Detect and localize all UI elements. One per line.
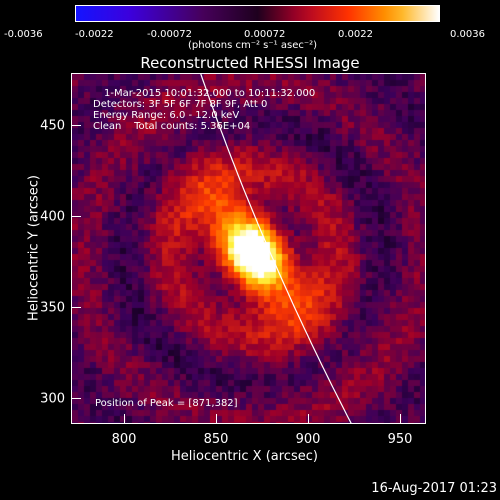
time-range-label: 1-Mar-2015 10:01:32.000 to 10:11:32.000 <box>104 88 316 99</box>
peak-position-label: Position of Peak = [871,382] <box>95 398 238 409</box>
y-tick-label: 350 <box>40 300 65 316</box>
x-tick-label: 850 <box>203 432 229 447</box>
plot-title: Reconstructed RHESSI Image <box>140 54 360 72</box>
colorbar <box>75 5 440 22</box>
y-tick-mark <box>72 307 81 308</box>
colorbar-units: (photons cm⁻² s⁻¹ asec⁻²) <box>188 40 318 51</box>
y-tick-mark <box>72 216 81 217</box>
x-tick-mark <box>308 414 309 423</box>
colorbar-tick-label: -0.00072 <box>147 29 192 40</box>
y-tick-label: 400 <box>40 209 65 225</box>
x-tick-label: 950 <box>387 432 413 447</box>
x-tick-label: 800 <box>111 432 137 447</box>
y-axis-label: Heliocentric Y (arcsec) <box>26 175 42 321</box>
colorbar-tick-label: -0.0022 <box>75 29 114 40</box>
clean-counts-label: Clean Total counts: 5.36E+04 <box>93 121 251 132</box>
colorbar-tick-label: -0.0036 <box>4 29 43 40</box>
y-tick-label: 450 <box>40 118 65 134</box>
image-plot <box>71 73 426 424</box>
colorbar-tick-label: 0.0036 <box>450 29 485 40</box>
y-tick-label: 300 <box>40 391 65 407</box>
colorbar-tick-label: 0.0022 <box>338 29 373 40</box>
timestamp: 16-Aug-2017 01:23 <box>371 481 497 496</box>
flux-heatmap <box>72 74 425 423</box>
detectors-label: Detectors: 3F 5F 6F 7F 8F 9F, Att 0 <box>93 99 268 110</box>
solar-limb-curve <box>200 74 352 423</box>
colorbar-tick-label: 0.00072 <box>244 29 286 40</box>
solar-limb-line <box>200 74 352 423</box>
x-axis-label: Heliocentric X (arcsec) <box>171 449 318 464</box>
y-tick-mark <box>72 125 81 126</box>
x-tick-mark <box>124 414 125 423</box>
x-tick-mark <box>216 414 217 423</box>
y-tick-mark <box>72 398 81 399</box>
energy-range-label: Energy Range: 6.0 - 12.0 keV <box>93 110 240 121</box>
x-tick-mark <box>400 414 401 423</box>
x-tick-label: 900 <box>295 432 321 447</box>
